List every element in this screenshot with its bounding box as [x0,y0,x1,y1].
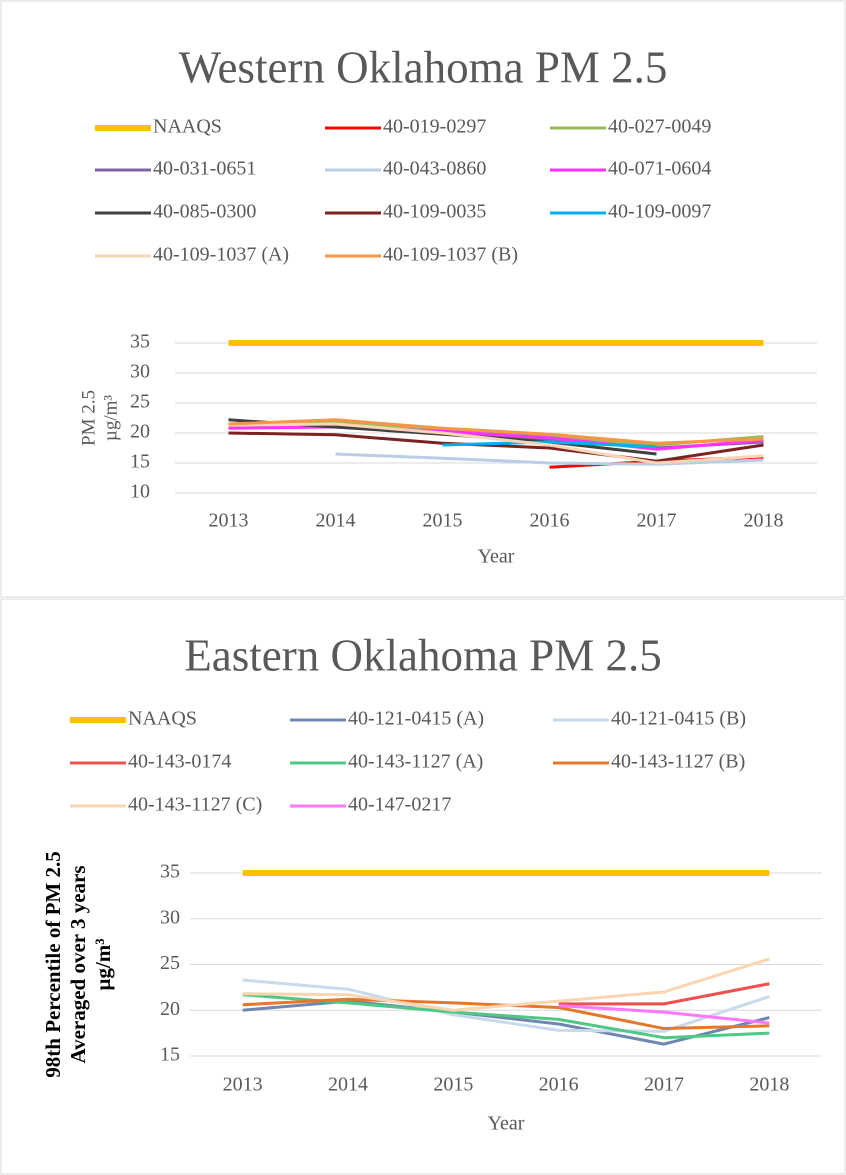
series-line [335,452,764,466]
x-tick-label: 2013 [209,510,249,532]
x-tick-label: 2014 [328,1074,368,1096]
x-tick-label: 2018 [749,1074,789,1096]
y-axis-title: 98th Percentile of PM 2.5 [41,851,65,1077]
y-tick-label: 35 [130,331,150,353]
x-tick-label: 2016 [539,1074,579,1096]
series-line [242,957,770,1012]
series-line [242,978,770,1033]
chart-title: Western Oklahoma PM 2.5 [179,42,668,92]
legend-label: 40-109-0035 [383,201,486,223]
legend-label: 40-143-1127 (A) [348,751,483,773]
y-axis-title: PM 2.5 [78,390,99,446]
y-tick-label: 20 [130,421,150,443]
panel-border [0,0,846,598]
x-axis-title: Year [478,546,515,568]
y-tick-label: 30 [160,906,180,928]
y-tick-label: 25 [160,952,180,974]
x-tick-label: 2017 [644,1074,684,1096]
legend-label: 40-121-0415 (A) [348,708,484,730]
y-tick-label: 15 [160,1044,180,1066]
series-line [228,418,764,445]
legend-label: NAAQS [128,708,197,730]
legend-label: 40-109-1037 (B) [383,244,518,266]
x-tick-label: 2015 [423,510,463,532]
x-tick-label: 2016 [530,510,570,532]
legend-label: 40-109-1037 (A) [153,244,289,266]
x-tick-label: 2014 [316,510,356,532]
series-line [228,422,764,465]
legend-label: 40-043-0860 [383,158,486,180]
y-axis-title: µg/m³ [91,938,115,990]
legend-label: 40-109-0097 [608,201,711,223]
legend-label: 40-071-0604 [608,158,711,180]
series-line [558,982,770,1006]
y-axis-title: Averaged over 3 years [66,865,90,1063]
y-tick-label: 15 [130,451,150,473]
y-axis-title: µg/m³ [100,395,121,442]
legend-label: NAAQS [153,116,222,138]
legend-label: 40-121-0415 (B) [611,708,746,730]
legend-label: 40-143-1127 (B) [611,751,745,773]
panel-border [0,598,846,1175]
series-line [228,431,764,463]
legend-label: 40-019-0297 [383,116,486,138]
series-line [442,440,657,449]
x-tick-label: 2013 [223,1074,263,1096]
legend-label: 40-143-0174 [128,751,231,773]
legend-label: 40-027-0049 [608,116,711,138]
y-tick-label: 35 [160,861,180,883]
legend-label: 40-085-0300 [153,201,256,223]
y-tick-label: 25 [130,391,150,413]
y-tick-label: 20 [160,998,180,1020]
x-tick-label: 2017 [637,510,677,532]
x-tick-label: 2018 [744,510,784,532]
legend-label: 40-143-1127 (C) [128,794,262,816]
x-tick-label: 2015 [433,1074,473,1096]
series-line [558,1004,770,1025]
legend-label: 40-031-0651 [153,158,256,180]
x-axis-title: Year [488,1113,525,1135]
chart-title: Eastern Oklahoma PM 2.5 [184,630,661,680]
y-tick-label: 30 [130,361,150,383]
legend-label: 40-147-0217 [348,794,451,816]
y-tick-label: 10 [130,481,150,503]
